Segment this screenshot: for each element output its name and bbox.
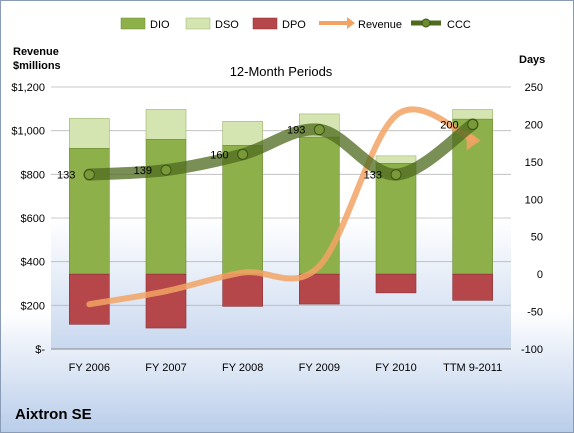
ccc-data-label: 139 xyxy=(134,165,152,177)
right-tick-label: 150 xyxy=(525,157,543,169)
legend-label-dso: DSO xyxy=(215,19,239,31)
bar-dso xyxy=(69,118,110,149)
ccc-data-label: 200 xyxy=(440,119,458,131)
revenue-line xyxy=(86,106,476,308)
ccc-data-label: 133 xyxy=(364,170,382,182)
ccc-data-label: 193 xyxy=(287,125,305,137)
x-tick-label: FY 2007 xyxy=(145,362,186,374)
right-tick-label: 50 xyxy=(531,232,543,244)
bar-dio xyxy=(222,145,263,275)
bar-dpo xyxy=(222,273,263,307)
ccc-point xyxy=(83,169,95,181)
legend-label-dpo: DPO xyxy=(282,19,306,31)
data-labels: 133 139 160 193 133 200 xyxy=(57,119,459,181)
left-tick-labels: $- $200 $400 $600 $800 $1,000 $1,200 xyxy=(11,82,45,356)
right-tick-labels: -100 -50 0 50 100 150 200 250 xyxy=(521,82,543,356)
legend: DIO DSO DPO Revenue CCC xyxy=(120,17,471,31)
ccc-data-label: 160 xyxy=(210,149,228,161)
chart-title: 12-Month Periods xyxy=(230,64,333,79)
left-tick-label: $200 xyxy=(21,300,45,312)
revenue-arrowhead xyxy=(466,130,481,151)
legend-swatch-dso xyxy=(185,17,211,30)
legend-label-dio: DIO xyxy=(150,19,170,31)
series-lines xyxy=(83,106,481,308)
x-tick-labels: FY 2006 FY 2007 FY 2008 FY 2009 FY 2010 TTM 9… xyxy=(69,362,503,374)
legend-arrow-revenue xyxy=(347,17,355,29)
left-axis-label-line1: Revenue xyxy=(13,46,59,58)
left-tick-label: $1,200 xyxy=(11,82,45,94)
bar-dso xyxy=(375,155,417,164)
left-tick-label: $400 xyxy=(21,257,45,269)
bar-dio xyxy=(299,136,340,275)
right-tick-label: 100 xyxy=(525,194,543,206)
ccc-point xyxy=(390,169,402,181)
x-tick-label: FY 2006 xyxy=(69,362,110,374)
right-axis-label: Days xyxy=(519,54,545,66)
right-tick-label: 0 xyxy=(537,269,543,281)
x-tick-label: FY 2008 xyxy=(222,362,263,374)
legend-label-revenue: Revenue xyxy=(358,19,402,31)
bar-dio xyxy=(145,139,187,275)
ccc-point xyxy=(313,124,325,136)
ccc-point xyxy=(237,148,249,160)
left-tick-label: $800 xyxy=(21,169,45,181)
legend-marker-ccc xyxy=(421,18,431,28)
ccc-point xyxy=(160,164,172,176)
ccc-point xyxy=(467,118,479,130)
ccc-data-label: 133 xyxy=(57,170,75,182)
bar-dso xyxy=(145,109,187,140)
left-axis-label-line2: $millions xyxy=(13,60,61,72)
right-tick-label: 250 xyxy=(525,82,543,94)
legend-swatch-dpo xyxy=(252,17,278,30)
company-name: Aixtron SE xyxy=(15,406,92,423)
legend-swatch-dio xyxy=(120,17,146,30)
right-tick-label: -50 xyxy=(527,307,543,319)
bar-dpo xyxy=(299,273,340,305)
right-tick-label: -100 xyxy=(521,344,543,356)
bar-dio xyxy=(375,163,417,275)
x-tick-label: FY 2010 xyxy=(375,362,416,374)
bar-dpo xyxy=(375,273,417,294)
bar-dpo xyxy=(452,273,493,301)
bar-dpo xyxy=(145,273,187,329)
bar-dso xyxy=(222,121,263,146)
left-tick-label: $1,000 xyxy=(11,126,45,138)
x-tick-label: FY 2009 xyxy=(299,362,340,374)
right-tick-label: 200 xyxy=(525,119,543,131)
legend-label-ccc: CCC xyxy=(447,19,471,31)
bar-dso xyxy=(452,109,493,120)
x-tick-label: TTM 9-2011 xyxy=(443,362,502,374)
left-tick-label: $600 xyxy=(21,213,45,225)
bar-dio xyxy=(69,148,110,275)
left-tick-label: $- xyxy=(35,344,45,356)
